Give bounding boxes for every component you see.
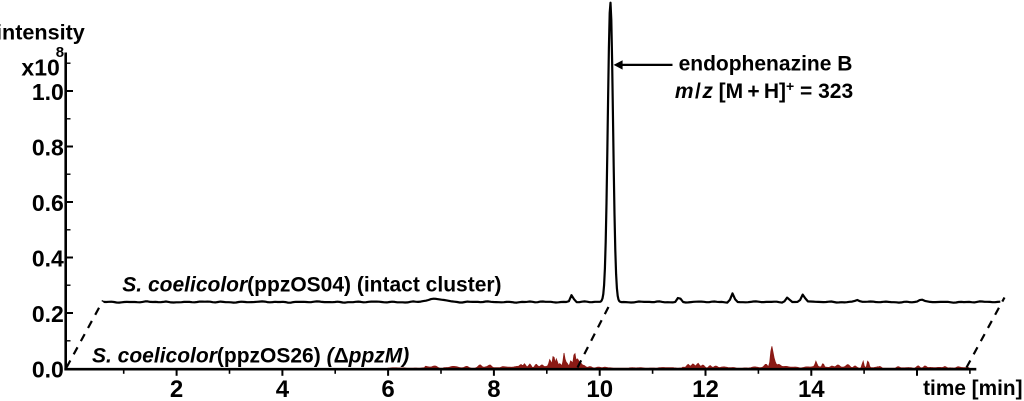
svg-text:1.0: 1.0 (32, 79, 64, 105)
svg-text:0.8: 0.8 (32, 134, 64, 160)
svg-text:0.0: 0.0 (32, 356, 64, 382)
svg-text:endophenazine B: endophenazine B (679, 53, 853, 76)
svg-text:14: 14 (798, 376, 825, 401)
svg-text:intensity: intensity (0, 20, 85, 45)
svg-text:S. coelicolor(ppzOS04) (intact: S. coelicolor(ppzOS04) (intact cluster) (122, 273, 501, 296)
svg-text:6: 6 (381, 376, 394, 401)
svg-text:8: 8 (487, 376, 500, 401)
svg-text:8: 8 (56, 44, 64, 61)
svg-text:0.2: 0.2 (32, 301, 64, 327)
svg-text:0.4: 0.4 (32, 245, 64, 271)
svg-text:S. coelicolor(ppzOS26) (ΔppzM): S. coelicolor(ppzOS26) (ΔppzM) (92, 344, 409, 367)
svg-text:time [min]: time [min] (923, 377, 1022, 400)
svg-text:0.6: 0.6 (32, 190, 64, 216)
svg-text:10: 10 (586, 376, 613, 401)
svg-text:m/z [M + H]+ = 323: m/z [M + H]+ = 323 (675, 78, 853, 103)
svg-text:2: 2 (170, 376, 183, 401)
svg-text:4: 4 (276, 376, 290, 401)
svg-text:12: 12 (692, 376, 719, 401)
svg-text:x10: x10 (21, 55, 59, 81)
